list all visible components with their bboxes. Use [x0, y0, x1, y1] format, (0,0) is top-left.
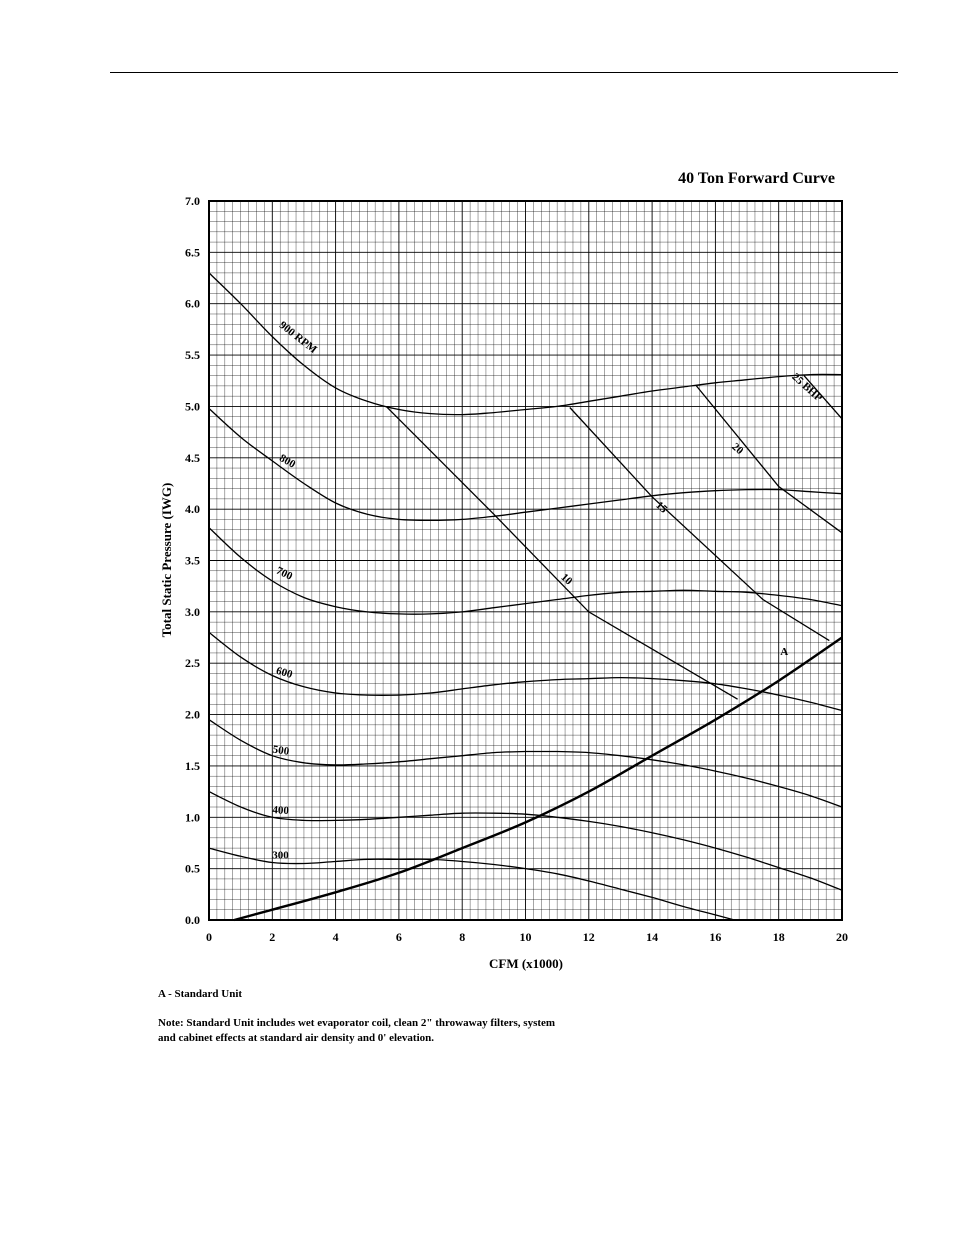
legend-standard-unit: A - Standard Unit	[158, 988, 243, 1000]
bhp-line	[385, 405, 738, 700]
y-tick-label: 1.5	[185, 759, 200, 773]
grid	[208, 200, 843, 921]
rpm-curve	[208, 272, 843, 416]
rpm-curve	[208, 847, 735, 921]
x-tick-label: 20	[836, 930, 848, 944]
y-tick-label: 3.0	[185, 605, 200, 619]
y-tick-label: 4.0	[185, 502, 200, 516]
rpm-curve	[208, 527, 843, 615]
rpm-curve	[208, 631, 843, 712]
y-tick-label: 5.5	[185, 348, 200, 362]
y-tick-label: 0.0	[185, 913, 200, 927]
system-curve-a	[233, 636, 843, 922]
curve-label: 15	[653, 499, 670, 516]
y-tick-label: 6.5	[185, 245, 200, 259]
rpm-curve	[208, 408, 843, 522]
x-tick-label: 0	[206, 930, 212, 944]
y-tick-label: 1.0	[185, 810, 200, 824]
bhp-line	[569, 407, 830, 642]
y-tick-label: 7.0	[185, 194, 200, 208]
curve-label: 600	[275, 665, 295, 681]
chart-title: 40 Ton Forward Curve	[678, 170, 835, 187]
x-tick-label: 2	[269, 930, 275, 944]
tick-labels: 0 2 4 6 8 10 12 14 16 18 20 0.0 0.5 1.0 1.5 2.0 2.5 3.0 3.…	[185, 194, 848, 944]
curve-label: 400	[272, 804, 290, 817]
curve-label: 500	[272, 744, 291, 758]
note-line-2: and cabinet effects at standard air dens…	[158, 1032, 435, 1044]
y-tick-label: 4.5	[185, 451, 200, 465]
x-tick-label: 8	[459, 930, 465, 944]
curve-label: 700	[274, 565, 295, 583]
y-tick-label: 6.0	[185, 297, 200, 311]
x-axis-label: CFM (x1000)	[489, 956, 563, 971]
curve-label: 300	[272, 849, 289, 861]
y-tick-label: 2.5	[185, 656, 200, 670]
x-tick-label: 10	[520, 930, 532, 944]
x-tick-label: 16	[709, 930, 721, 944]
top-rule	[110, 72, 898, 73]
fan-curve-chart: 40 Ton Forward Curve 0 2 4 6 8 10 12 14 16 18 20 0.…	[159, 170, 848, 971]
x-tick-label: 18	[773, 930, 785, 944]
rpm-curve	[208, 719, 843, 808]
y-axis-label: Total Static Pressure (IWG)	[159, 483, 174, 638]
bhp-line	[695, 385, 843, 534]
x-tick-label: 14	[646, 930, 658, 944]
curve-label: 900 RPM	[277, 319, 320, 356]
bhp-line	[803, 375, 843, 420]
y-tick-label: 3.5	[185, 554, 200, 568]
y-tick-label: 5.0	[185, 399, 200, 413]
chart-notes: A - Standard Unit Note: Standard Unit in…	[158, 987, 778, 1046]
y-tick-label: 2.0	[185, 708, 200, 722]
curve-label: A	[780, 646, 788, 658]
x-tick-label: 6	[396, 930, 402, 944]
x-tick-label: 4	[333, 930, 339, 944]
x-tick-label: 12	[583, 930, 595, 944]
plot-frame	[208, 200, 843, 921]
y-tick-label: 0.5	[185, 862, 200, 876]
curve-label: 10	[558, 571, 575, 588]
rpm-curve	[208, 791, 843, 891]
note-line-1: Note: Standard Unit includes wet evapora…	[158, 1017, 556, 1029]
curves	[208, 272, 843, 922]
